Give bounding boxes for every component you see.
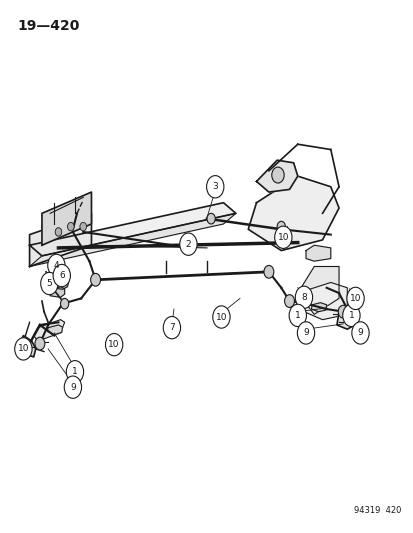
Circle shape xyxy=(66,361,83,383)
Text: 94319  420: 94319 420 xyxy=(353,506,400,515)
Polygon shape xyxy=(47,325,62,335)
Polygon shape xyxy=(297,282,347,320)
Circle shape xyxy=(40,272,58,295)
Circle shape xyxy=(206,175,223,198)
Circle shape xyxy=(179,233,197,255)
Text: 10: 10 xyxy=(215,312,227,321)
Circle shape xyxy=(276,221,285,232)
Circle shape xyxy=(274,226,291,248)
Circle shape xyxy=(105,334,123,356)
Polygon shape xyxy=(42,192,91,245)
Circle shape xyxy=(337,305,347,318)
Circle shape xyxy=(67,222,74,231)
Polygon shape xyxy=(305,245,330,261)
Circle shape xyxy=(35,337,45,350)
Text: 1: 1 xyxy=(348,311,354,320)
Text: 10: 10 xyxy=(349,294,361,303)
Circle shape xyxy=(15,338,32,360)
Circle shape xyxy=(351,322,368,344)
Text: 10: 10 xyxy=(18,344,29,353)
Text: 4: 4 xyxy=(53,261,59,270)
Circle shape xyxy=(163,317,180,339)
Polygon shape xyxy=(33,320,64,341)
Text: 9: 9 xyxy=(70,383,76,392)
Polygon shape xyxy=(53,278,69,289)
Polygon shape xyxy=(29,213,91,266)
Circle shape xyxy=(55,228,62,236)
Circle shape xyxy=(60,298,69,309)
Text: 10: 10 xyxy=(108,340,120,349)
Text: 5: 5 xyxy=(46,279,52,288)
Circle shape xyxy=(212,306,230,328)
Polygon shape xyxy=(297,266,338,314)
Polygon shape xyxy=(248,176,338,251)
Circle shape xyxy=(80,222,86,231)
Circle shape xyxy=(64,376,81,398)
Circle shape xyxy=(53,264,70,287)
Text: 6: 6 xyxy=(59,271,64,280)
Text: 8: 8 xyxy=(300,293,306,302)
Circle shape xyxy=(297,322,314,344)
Polygon shape xyxy=(50,287,64,297)
Circle shape xyxy=(294,286,312,309)
Circle shape xyxy=(346,287,363,310)
Text: 2: 2 xyxy=(185,240,191,249)
Polygon shape xyxy=(311,303,326,312)
Text: 1: 1 xyxy=(294,311,300,320)
Circle shape xyxy=(90,273,100,286)
Polygon shape xyxy=(336,309,356,329)
Circle shape xyxy=(288,304,306,327)
Polygon shape xyxy=(19,336,36,357)
Text: 7: 7 xyxy=(169,323,174,332)
Text: 10: 10 xyxy=(277,233,288,242)
Circle shape xyxy=(206,213,215,224)
Polygon shape xyxy=(256,160,297,192)
Circle shape xyxy=(342,304,359,327)
Text: 9: 9 xyxy=(357,328,363,337)
Text: 3: 3 xyxy=(212,182,218,191)
Circle shape xyxy=(284,295,294,308)
Polygon shape xyxy=(29,203,235,256)
Text: 9: 9 xyxy=(302,328,308,337)
Circle shape xyxy=(263,265,273,278)
Polygon shape xyxy=(29,213,235,266)
Circle shape xyxy=(271,167,283,183)
Circle shape xyxy=(47,254,65,277)
Text: 1: 1 xyxy=(72,367,78,376)
Text: 19—420: 19—420 xyxy=(17,19,79,33)
